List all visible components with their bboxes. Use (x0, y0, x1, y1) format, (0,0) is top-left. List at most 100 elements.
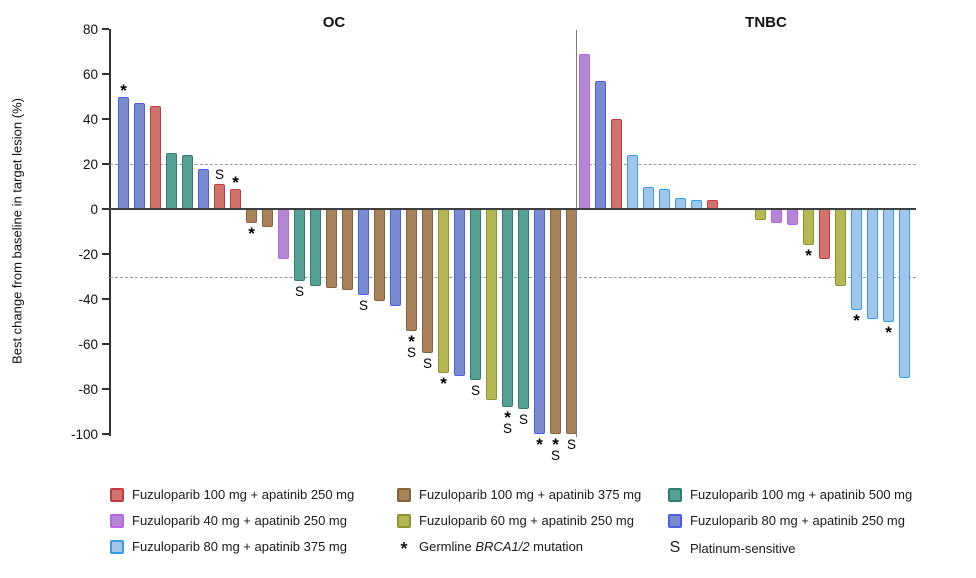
marker-asterisk: * (885, 322, 892, 342)
marker-platinum-sensitive: S (358, 297, 368, 313)
y-axis-line (109, 29, 111, 436)
legend-label: Fuzuloparib 80 mg + apatinib 250 mg (690, 513, 905, 528)
bar-oc-22 (454, 209, 465, 376)
legend-swatch-olive (397, 513, 411, 528)
y-tick-label: 0 (90, 201, 98, 217)
bar-tnbc-15 (803, 209, 814, 245)
bar-oc-2 (134, 103, 145, 209)
marker-platinum-sensitive: S (502, 421, 512, 436)
legend-swatch-red (110, 487, 124, 502)
bar-oc-26 (518, 209, 529, 410)
bar-oc-6 (198, 168, 209, 209)
panel-title-oc: OC (322, 14, 346, 31)
legend-item-purple: Fuzuloparib 40 mg + apatinib 250 mg (110, 513, 347, 528)
bar-oc-27 (534, 209, 545, 434)
y-tick-mark (102, 433, 109, 435)
legend-label: Fuzuloparib 100 mg + apatinib 500 mg (690, 487, 913, 502)
bar-tnbc-13 (771, 209, 782, 223)
bar-oc-17 (374, 209, 385, 302)
marker-asterisk: * (248, 223, 255, 243)
legend-swatch-brown (397, 487, 411, 502)
marker-platinum-sensitive: S (518, 412, 528, 428)
panel-divider (576, 30, 577, 437)
bar-oc-25 (502, 209, 513, 407)
marker-asterisk: * (805, 246, 812, 265)
y-tick-mark (102, 73, 109, 75)
panel-title-tnbc: TNBC (745, 14, 787, 31)
bar-oc-8 (230, 188, 241, 209)
marker-platinum-sensitive: S (422, 356, 432, 371)
bar-oc-20 (422, 209, 433, 353)
marker-platinum-sensitive: S (214, 167, 224, 183)
bar-oc-12 (294, 209, 305, 281)
marker-asterisk: * (853, 311, 860, 331)
marker-asterisk: * (232, 172, 239, 192)
legend-item-brown: Fuzuloparib 100 mg + apatinib 375 mg (397, 487, 641, 502)
legend-item-olive: Fuzuloparib 60 mg + apatinib 250 mg (397, 513, 634, 528)
legend-swatch-purple (110, 513, 124, 528)
y-tick-label: -40 (78, 291, 98, 307)
bar-tnbc-6 (659, 188, 670, 209)
legend-label: Fuzuloparib 80 mg + apatinib 375 mg (132, 539, 347, 554)
marker-asterisk: * (120, 80, 127, 100)
marker-platinum-sensitive: S (294, 284, 304, 299)
legend-label: Germline BRCA1/2 mutation (419, 539, 584, 554)
reference-line--30 (110, 276, 916, 278)
bar-oc-13 (310, 209, 321, 286)
legend-swatch-periwinkle (668, 513, 682, 528)
asterisk-symbol: * (400, 539, 408, 560)
bar-oc-9 (246, 209, 257, 223)
legend-item-red: Fuzuloparib 100 mg + apatinib 250 mg (110, 487, 354, 502)
bar-oc-3 (150, 105, 161, 209)
y-tick-mark (102, 388, 109, 390)
reference-line-20 (110, 164, 916, 165)
marker-platinum-sensitive: S (470, 383, 480, 398)
y-tick-label: 20 (82, 156, 98, 172)
y-tick-mark (102, 298, 109, 300)
y-tick-label: 80 (82, 21, 98, 37)
bar-oc-5 (182, 155, 193, 209)
y-tick-mark (102, 208, 109, 210)
bar-oc-15 (342, 209, 353, 290)
y-axis-title: Best change from baseline in target lesi… (9, 98, 25, 364)
marker-platinum-sensitive: S (406, 344, 416, 360)
marker-asterisk: * (536, 435, 543, 454)
bar-oc-7 (214, 184, 225, 209)
y-tick-label: -100 (70, 426, 98, 442)
legend-swatch-teal (668, 487, 682, 502)
bar-oc-10 (262, 209, 273, 227)
bar-oc-16 (358, 209, 369, 295)
marker-platinum-sensitive: S (566, 437, 576, 452)
bar-oc-19 (406, 209, 417, 331)
y-tick-mark (102, 118, 109, 120)
bar-tnbc-21 (899, 209, 910, 378)
legend-swatch-lightblue (110, 539, 124, 554)
bar-tnbc-2 (595, 80, 606, 209)
bar-oc-11 (278, 209, 289, 259)
marker-asterisk: * (552, 435, 559, 454)
legend-item-brca-mutation: * Germline BRCA1/2 mutation (397, 539, 584, 560)
marker-platinum-sensitive: S (550, 448, 560, 463)
marker-asterisk: * (504, 408, 511, 427)
legend-item-teal: Fuzuloparib 100 mg + apatinib 500 mg (668, 487, 912, 502)
legend-label: Fuzuloparib 60 mg + apatinib 250 mg (419, 513, 634, 528)
marker-asterisk: * (408, 331, 415, 351)
y-tick-mark (102, 253, 109, 255)
bar-tnbc-4 (627, 155, 638, 209)
zero-baseline (109, 208, 916, 210)
legend-item-platinum-sensitive: S Platinum-sensitive (668, 539, 796, 557)
y-tick-label: -80 (78, 381, 98, 397)
bar-oc-24 (486, 209, 497, 401)
legend-item-periwinkle: Fuzuloparib 80 mg + apatinib 250 mg (668, 513, 905, 528)
bar-oc-28 (550, 209, 561, 434)
bar-tnbc-5 (643, 186, 654, 209)
bar-oc-4 (166, 152, 177, 209)
bar-tnbc-14 (787, 209, 798, 225)
bar-tnbc-1 (579, 53, 590, 209)
bar-tnbc-20 (883, 209, 894, 322)
bar-tnbc-3 (611, 119, 622, 209)
bar-tnbc-19 (867, 209, 878, 320)
bar-tnbc-16 (819, 209, 830, 259)
legend-label: Fuzuloparib 40 mg + apatinib 250 mg (132, 513, 347, 528)
